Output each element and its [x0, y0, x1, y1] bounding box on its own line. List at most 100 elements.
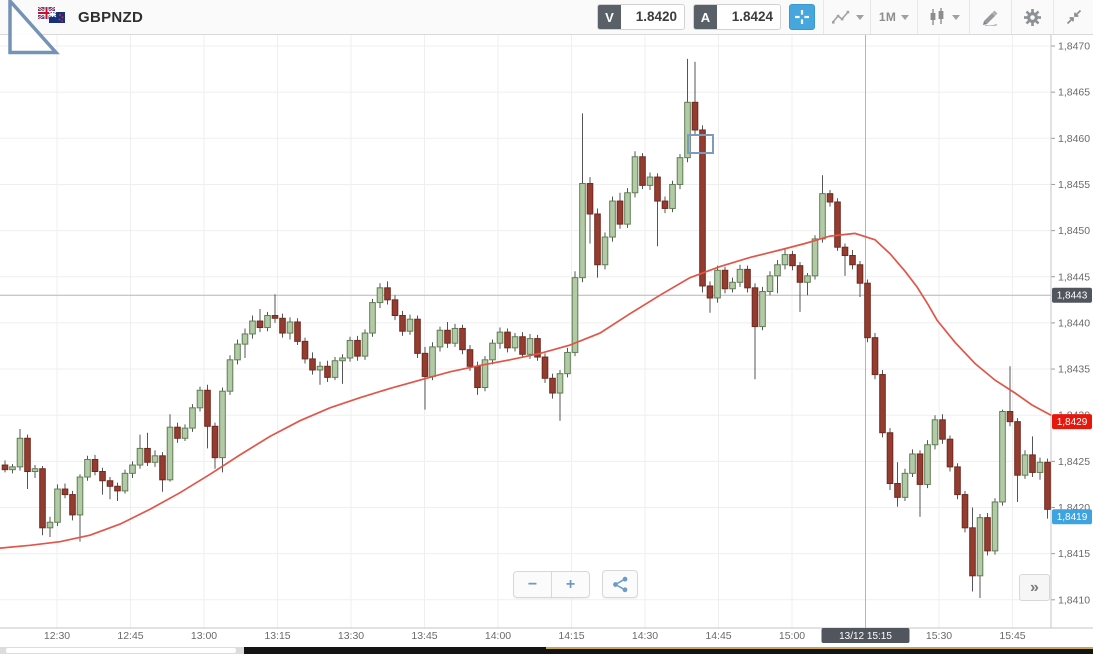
- candle-body: [226, 359, 234, 392]
- candle-body: [811, 238, 819, 277]
- line-chart-icon: [831, 10, 849, 24]
- candle-body: [84, 459, 91, 478]
- settings-button[interactable]: [1011, 0, 1053, 34]
- nzd-flag-icon: [49, 12, 65, 23]
- candle-body: [316, 365, 324, 371]
- candle-body: [406, 318, 414, 332]
- candle-body: [1021, 454, 1029, 476]
- candle-selection-box[interactable]: [687, 134, 714, 154]
- price-axis-label: 1,8465: [1058, 87, 1090, 99]
- zoom-out-button[interactable]: −: [513, 571, 552, 598]
- chevron-down-icon: [901, 14, 910, 20]
- candle-body: [181, 427, 189, 439]
- candle-body: [736, 268, 744, 283]
- candle-body: [684, 101, 691, 159]
- candle-body: [121, 472, 129, 492]
- time-axis-label: 12:45: [117, 630, 143, 642]
- candle-body: [939, 419, 946, 440]
- candle-body: [256, 320, 264, 329]
- candle-body: [54, 488, 61, 523]
- candle-body: [886, 432, 894, 485]
- sell-badge: V: [598, 5, 621, 29]
- candle-body: [354, 339, 361, 357]
- candle-body: [564, 351, 571, 375]
- crosshair-price-badge: [1052, 287, 1092, 303]
- candle-body: [579, 183, 586, 279]
- candle-body: [429, 346, 436, 377]
- chart-mode-button[interactable]: [823, 0, 870, 34]
- candle-body: [376, 287, 384, 304]
- share-button[interactable]: [602, 570, 638, 598]
- gear-icon: [1024, 8, 1041, 26]
- candle-body: [714, 269, 721, 299]
- candle-body: [789, 254, 796, 267]
- candle-body: [901, 472, 909, 498]
- candle-body: [294, 321, 301, 342]
- candle-body: [1029, 454, 1036, 473]
- candle-body: [91, 459, 99, 473]
- time-axis-label: 13:00: [191, 630, 217, 642]
- collapse-chart-button[interactable]: [1053, 0, 1093, 34]
- candle-body: [99, 471, 106, 482]
- time-axis-label: 14:45: [705, 630, 731, 642]
- taskbar-left-segment: [0, 647, 244, 654]
- candle-body: [136, 447, 144, 466]
- crosshair-icon: [795, 10, 809, 24]
- candle-body: [826, 193, 834, 203]
- candle-body: [421, 352, 429, 377]
- candle-body: [361, 332, 369, 357]
- expand-panel-button[interactable]: »: [1019, 574, 1050, 601]
- crosshair-toggle-button[interactable]: [789, 4, 815, 30]
- candle-body: [234, 343, 241, 361]
- candle-body: [46, 521, 54, 529]
- candle-body: [744, 268, 751, 289]
- candle-body: [924, 444, 931, 485]
- candle-body: [841, 246, 849, 257]
- candle-body: [504, 331, 511, 349]
- candle-body: [384, 287, 391, 301]
- taskbar-pill: [6, 648, 236, 653]
- candle-body: [819, 193, 826, 240]
- candle-body: [241, 333, 249, 345]
- candle-body: [721, 269, 729, 290]
- candlestick-chart[interactable]: 1,8470 1,8465 1,8460 1,8455 1,8450 1,8445 1,84…: [0, 35, 1093, 654]
- candle-body: [474, 365, 481, 389]
- candle-body: [114, 485, 121, 492]
- time-axis-label: 15:45: [999, 630, 1025, 642]
- candle-body: [609, 200, 616, 238]
- taskbar-dark-segment: [244, 647, 1093, 654]
- candle-body: [909, 453, 916, 474]
- candle-body: [586, 183, 594, 215]
- last-price-badge-text: 1,8419: [1057, 512, 1088, 523]
- candle-body: [804, 275, 811, 283]
- candle-body: [616, 200, 624, 225]
- candle-body: [759, 291, 766, 328]
- buy-quote-button[interactable]: A 1.8424: [693, 4, 781, 30]
- sell-quote-button[interactable]: V 1.8420: [597, 4, 685, 30]
- chart-style-button[interactable]: [917, 0, 969, 34]
- time-axis-label: 14:15: [558, 630, 584, 642]
- candle-body: [999, 411, 1006, 503]
- candle-body: [69, 494, 76, 516]
- candle-body: [961, 494, 969, 529]
- candlestick-icon: [930, 8, 943, 25]
- drawing-tools-button[interactable]: [969, 0, 1011, 34]
- candle-body: [159, 455, 166, 481]
- candle-body: [879, 374, 886, 434]
- symbol-selector[interactable]: GBPNZD: [38, 4, 143, 30]
- candle-body: [1036, 461, 1044, 473]
- gridlines: [0, 35, 1051, 628]
- candle-body: [61, 488, 69, 496]
- candle-body: [489, 342, 496, 361]
- candle-body: [729, 281, 736, 290]
- candle-body: [526, 338, 534, 355]
- price-axis-label: 1,8460: [1058, 133, 1090, 145]
- price-axis-label: 1,8440: [1058, 317, 1090, 329]
- candle-body: [639, 156, 646, 186]
- buy-badge: A: [694, 5, 717, 29]
- ma-price-badge: [1052, 414, 1092, 430]
- candle-body: [871, 337, 879, 376]
- zoom-in-button[interactable]: +: [551, 571, 590, 598]
- timeframe-button[interactable]: 1M: [870, 0, 917, 34]
